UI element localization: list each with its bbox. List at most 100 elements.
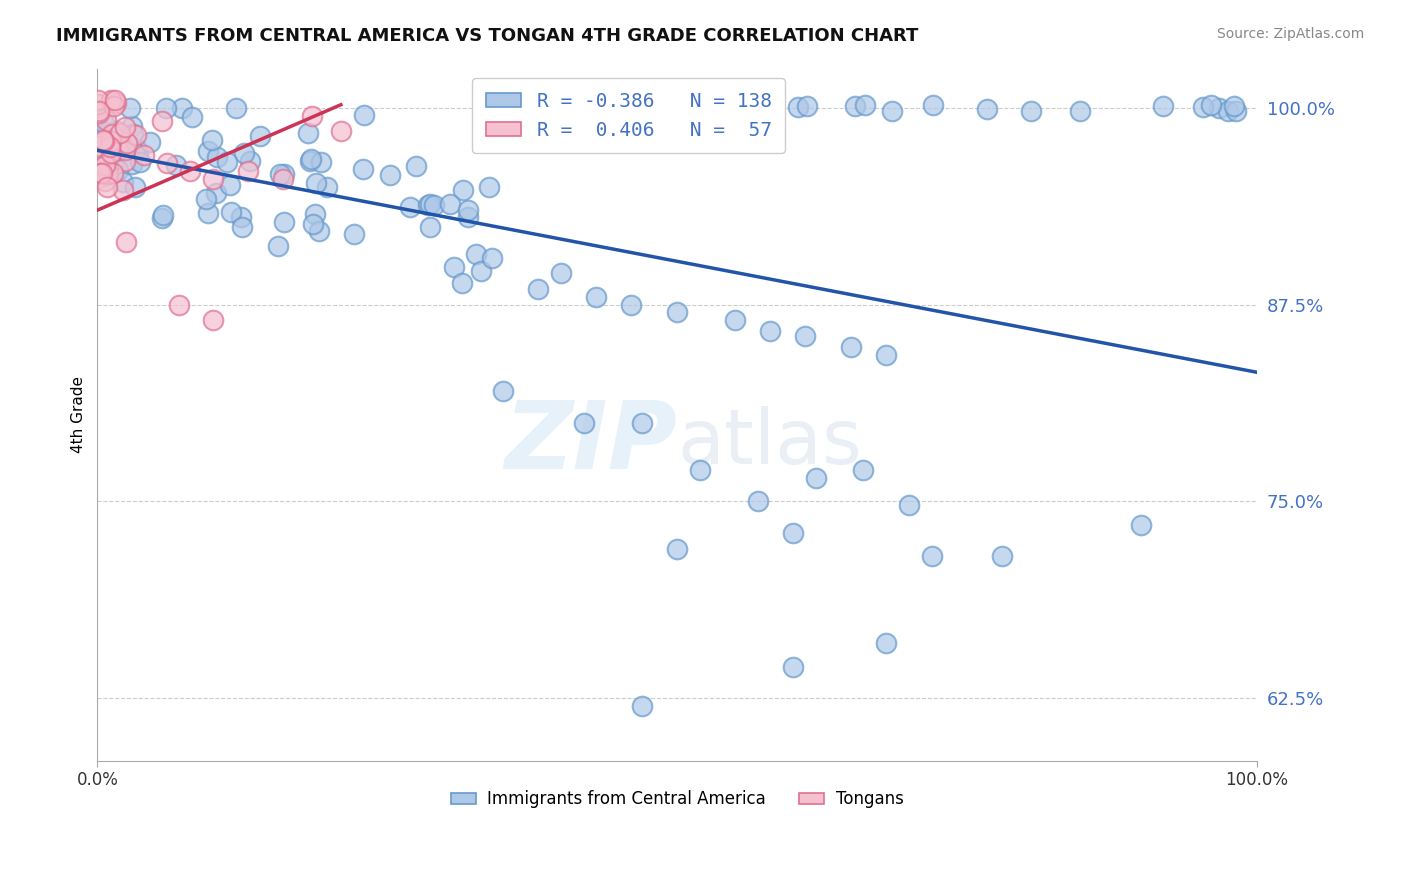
Point [839,340,862,354]
Point [898,498,921,512]
Point [165,158,187,172]
Point [100,146,122,161]
Point [91,153,114,167]
Point [172,101,194,115]
Point [93,116,115,130]
Point [882,103,904,118]
Point [721,100,744,114]
Point [991,549,1014,564]
Point [87,141,110,155]
Point [87,128,110,142]
Point [666,541,689,556]
Point [91,126,114,140]
Point [298,154,321,169]
Point [205,150,228,164]
Point [443,260,465,274]
Point [179,164,201,178]
Point [97,128,120,143]
Point [1208,101,1230,115]
Point [100,137,122,152]
Point [631,416,654,430]
Point [922,98,945,112]
Point [806,471,828,485]
Point [249,128,271,143]
Point [89,147,111,161]
Point [97,160,120,174]
Point [1152,99,1174,113]
Point [89,166,111,180]
Point [152,208,174,222]
Point [127,145,149,159]
Point [121,119,143,133]
Point [108,126,131,140]
Point [1216,103,1239,118]
Point [86,142,108,156]
Point [422,198,444,212]
Point [620,298,643,312]
Point [96,180,118,194]
Point [91,140,114,154]
Point [550,266,572,280]
Point [89,159,111,173]
Point [623,100,645,114]
Point [201,133,224,147]
Point [217,154,239,169]
Point [1223,99,1246,113]
Point [94,125,117,139]
Point [111,183,134,197]
Point [353,108,375,122]
Point [378,169,401,183]
Point [150,211,173,225]
Point [221,205,243,219]
Point [194,192,217,206]
Point [125,141,148,155]
Point [478,180,501,194]
Point [302,217,325,231]
Point [747,494,769,508]
Point [271,171,294,186]
Point [405,159,427,173]
Point [329,124,352,138]
Point [114,153,136,168]
Point [470,264,492,278]
Point [98,138,121,153]
Point [139,135,162,149]
Point [94,168,117,182]
Point [465,246,488,260]
Point [451,277,474,291]
Point [976,103,998,117]
Point [89,135,111,149]
Point [1019,103,1042,118]
Y-axis label: 4th Grade: 4th Grade [72,376,86,453]
Text: atlas: atlas [678,406,862,480]
Point [87,130,110,145]
Point [101,128,124,142]
Point [844,99,866,113]
Point [273,168,295,182]
Point [1225,103,1247,118]
Legend: Immigrants from Central America, Tongans: Immigrants from Central America, Tongans [444,784,911,815]
Point [89,152,111,166]
Point [352,162,374,177]
Point [297,127,319,141]
Point [100,134,122,148]
Point [125,128,148,142]
Point [104,145,127,160]
Point [218,178,240,193]
Point [156,156,179,170]
Point [101,127,124,141]
Point [110,137,132,152]
Point [97,151,120,165]
Point [107,144,129,158]
Point [150,114,173,128]
Point [853,97,876,112]
Text: IMMIGRANTS FROM CENTRAL AMERICA VS TONGAN 4TH GRADE CORRELATION CHART: IMMIGRANTS FROM CENTRAL AMERICA VS TONGA… [56,27,918,45]
Point [782,525,804,540]
Point [733,100,755,114]
Point [100,93,122,107]
Point [269,167,291,181]
Point [205,186,228,200]
Point [105,124,128,138]
Point [87,104,110,119]
Point [103,99,125,113]
